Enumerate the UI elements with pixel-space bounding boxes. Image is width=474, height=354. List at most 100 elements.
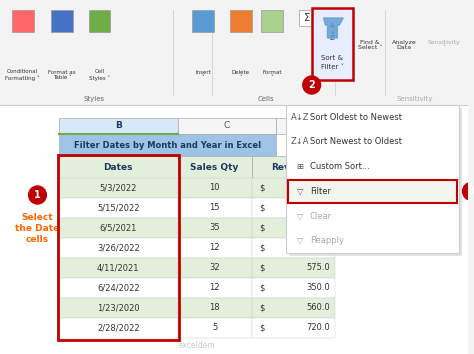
Bar	[289, 108, 462, 256]
Bar	[252, 238, 336, 258]
Text: Filter Dates by Month and Year in Excel: Filter Dates by Month and Year in Excel	[74, 141, 261, 149]
Bar	[89, 10, 110, 32]
Text: A
↓
Z: A ↓ Z	[329, 23, 335, 40]
Bar	[59, 278, 178, 298]
Bar	[299, 10, 315, 26]
Bar	[261, 10, 283, 32]
Text: $: $	[259, 324, 265, 332]
Text: Revenue: Revenue	[272, 162, 316, 171]
Bar	[0, 105, 467, 354]
Bar	[192, 10, 214, 32]
Bar	[59, 258, 178, 278]
Text: 360.0: 360.0	[307, 223, 330, 233]
Bar	[178, 238, 252, 258]
Text: B: B	[115, 121, 122, 131]
Text: 3: 3	[468, 186, 474, 196]
Bar	[59, 218, 178, 238]
Text: Filter ˅: Filter ˅	[321, 64, 344, 70]
Text: $: $	[259, 204, 265, 212]
Polygon shape	[324, 18, 343, 38]
Bar	[252, 318, 336, 338]
Text: 3/26/2022: 3/26/2022	[97, 244, 140, 252]
Text: Sensitivity: Sensitivity	[396, 96, 432, 102]
Text: Analyze
Data: Analyze Data	[392, 40, 417, 50]
Bar	[286, 105, 459, 253]
Bar	[178, 318, 252, 338]
Text: exceldem: exceldem	[179, 341, 216, 349]
Bar	[59, 298, 178, 318]
Bar	[252, 298, 336, 318]
Bar	[178, 278, 252, 298]
Text: 5: 5	[212, 324, 217, 332]
Text: D: D	[317, 121, 324, 131]
Bar	[178, 118, 276, 134]
Text: 260.0: 260.0	[307, 244, 330, 252]
Bar	[59, 238, 178, 258]
Text: $: $	[259, 183, 265, 193]
Text: Cells: Cells	[258, 96, 274, 102]
Bar	[59, 318, 178, 338]
Bar	[252, 178, 336, 198]
Text: $: $	[259, 263, 265, 273]
Text: $: $	[259, 223, 265, 233]
Bar	[59, 118, 178, 134]
Bar	[178, 178, 252, 198]
Bar	[178, 156, 252, 178]
Text: 5/3/2022: 5/3/2022	[100, 183, 137, 193]
Bar	[59, 178, 178, 198]
Bar	[59, 156, 178, 178]
Bar	[252, 258, 336, 278]
Bar	[178, 258, 252, 278]
Bar	[365, 118, 404, 134]
Bar	[59, 198, 178, 218]
Text: ⊞: ⊞	[296, 162, 303, 171]
Text: C: C	[224, 121, 230, 131]
Circle shape	[303, 76, 320, 94]
Bar	[0, 0, 467, 105]
Text: Format
˅: Format ˅	[263, 70, 282, 80]
Text: 2: 2	[308, 80, 315, 90]
Bar	[252, 198, 336, 218]
Text: Clear: Clear	[310, 211, 332, 221]
Text: Custom Sort...: Custom Sort...	[310, 162, 369, 171]
Text: 12: 12	[210, 244, 220, 252]
Text: Σ: Σ	[304, 13, 310, 23]
Text: 18: 18	[209, 303, 220, 313]
Text: 575.0: 575.0	[307, 263, 330, 273]
Text: 1: 1	[34, 190, 41, 200]
Text: $: $	[259, 303, 265, 313]
Text: ▽: ▽	[297, 211, 303, 221]
Text: Conditional
Formatting ˅: Conditional Formatting ˅	[5, 69, 40, 81]
Circle shape	[28, 186, 46, 204]
Text: Sort &: Sort &	[321, 55, 343, 61]
Text: 450.0: 450.0	[307, 183, 330, 193]
Text: Reapply: Reapply	[310, 236, 344, 245]
Text: Z↓A: Z↓A	[291, 137, 309, 147]
Bar	[51, 10, 73, 32]
Bar	[288, 180, 456, 203]
Circle shape	[463, 182, 474, 200]
Text: Filter: Filter	[310, 187, 331, 196]
Text: Select
the Date
cells: Select the Date cells	[15, 213, 60, 244]
Text: Sort Newest to Oldest: Sort Newest to Oldest	[310, 137, 401, 147]
Text: 1/23/2020: 1/23/2020	[97, 303, 140, 313]
Text: Find &
Select ˅: Find & Select ˅	[357, 40, 382, 50]
Bar	[178, 298, 252, 318]
Text: 32: 32	[209, 263, 220, 273]
Text: Format as
Table ˅: Format as Table ˅	[48, 70, 76, 80]
Bar	[178, 198, 252, 218]
Text: ▽: ▽	[297, 236, 303, 245]
Bar	[252, 218, 336, 238]
Text: 560.0: 560.0	[307, 303, 330, 313]
Bar	[12, 10, 34, 32]
Text: 720.0: 720.0	[307, 324, 330, 332]
Text: 6/24/2022: 6/24/2022	[97, 284, 140, 292]
Text: H: H	[381, 121, 388, 131]
Bar	[178, 218, 252, 238]
Text: A↓Z: A↓Z	[291, 113, 309, 122]
Text: 10: 10	[210, 183, 220, 193]
Bar	[252, 156, 336, 178]
Text: 15: 15	[210, 204, 220, 212]
Bar	[312, 8, 353, 80]
Text: Dates: Dates	[104, 162, 133, 171]
